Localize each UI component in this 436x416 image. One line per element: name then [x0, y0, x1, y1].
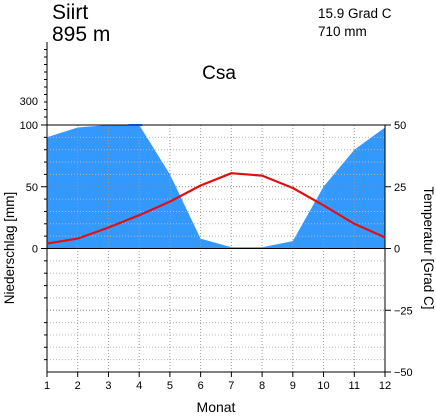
station-name: Siirt [52, 1, 89, 24]
chart-marks [41, 124, 391, 377]
precip-tick-label: 50 [26, 182, 38, 194]
chart-labels: Csa Monat Niederschlag [mm] Temperatur [… [2, 63, 436, 415]
precip-tick-label: 0 [32, 244, 38, 256]
station-info: Siirt 895 m [52, 2, 110, 46]
month-label: 11 [349, 380, 360, 392]
month-label: 3 [105, 380, 111, 392]
climate-class: Csa [202, 63, 236, 84]
month-label: 10 [317, 380, 329, 392]
x-axis-label: Monat [197, 399, 236, 415]
month-label: 6 [198, 380, 204, 392]
month-label: 1 [44, 380, 50, 392]
temp-tick-label: −50 [394, 367, 413, 379]
month-label: 12 [379, 380, 391, 392]
temp-tick-label: −25 [394, 305, 413, 317]
month-label: 8 [259, 380, 265, 392]
precip-tick-label: 100 [20, 120, 38, 132]
temp-tick-label: 0 [394, 244, 400, 256]
month-label: 7 [228, 380, 234, 392]
station-elevation: 895 m [52, 23, 111, 46]
month-label: 2 [75, 380, 81, 392]
temp-tick-label: 50 [394, 120, 406, 132]
temp-tick-label: 25 [394, 182, 406, 194]
annual-temperature: 15.9 Grad C [318, 6, 392, 21]
temperature-line [46, 172, 386, 245]
month-label: 5 [167, 380, 173, 392]
y-axis-label-right: Temperatur [Grad C] [421, 186, 436, 309]
month-label: 4 [136, 380, 142, 392]
annual-stats: 15.9 Grad C 710 mm [318, 5, 392, 41]
annual-precipitation: 710 mm [318, 24, 367, 39]
precip-tick-label: 300 [20, 96, 38, 108]
month-label: 9 [290, 380, 296, 392]
y-axis-label-left: Niederschlag [mm] [2, 192, 17, 305]
